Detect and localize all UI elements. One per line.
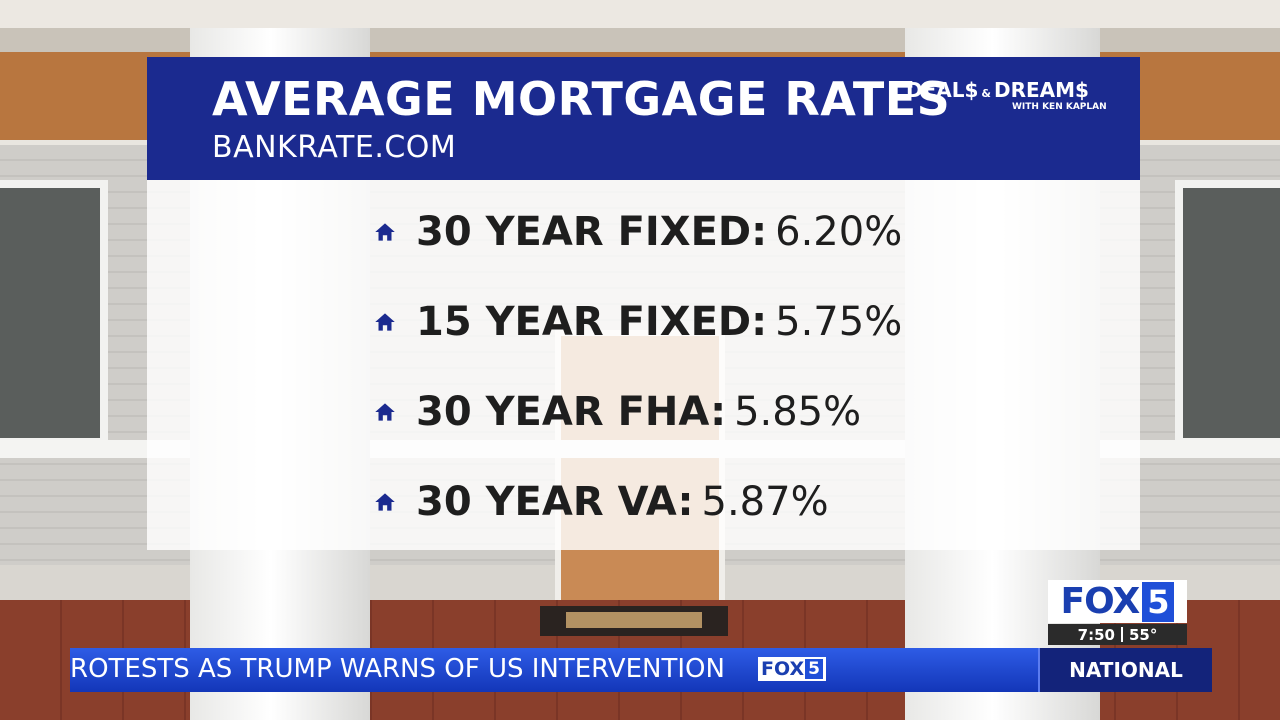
house-shape (375, 493, 395, 511)
ticker-logo-number: 5 (805, 659, 823, 679)
temperature: 55° (1128, 625, 1158, 644)
station-bug: FOX 5 (1048, 580, 1187, 623)
background-mat (566, 612, 702, 628)
logo-host: WITH KEN KAPLAN (1012, 102, 1107, 112)
logo-text: DEAL$ (906, 78, 979, 102)
house-icon (375, 403, 395, 421)
background-window (1175, 180, 1280, 446)
background-window (0, 180, 108, 446)
rate-row: 30 YEAR FIXED: 6.20% (372, 202, 902, 262)
ticker-logo: FOX 5 (758, 657, 826, 681)
rate-label: 15 YEAR FIXED: (416, 299, 768, 345)
ticker-section: NATIONAL (1038, 648, 1212, 692)
house-shape (375, 223, 395, 241)
rate-value: 5.85% (734, 389, 862, 435)
house-icon (375, 223, 395, 241)
rate-value: 5.87% (701, 479, 829, 525)
header-box (147, 57, 1140, 180)
house-icon (375, 313, 395, 331)
house-shape (375, 403, 395, 421)
rate-row: 30 YEAR VA: 5.87% (372, 472, 829, 532)
house-icon (375, 493, 395, 511)
ticker-logo-station: FOX (761, 658, 805, 680)
rate-value: 6.20% (775, 209, 903, 255)
rate-row: 30 YEAR FHA: 5.85% (372, 382, 861, 442)
logo-text: DREAM$ (994, 78, 1089, 102)
time: 7:50 (1077, 625, 1115, 644)
logo-text: & (981, 87, 991, 100)
rates-panel (147, 180, 1140, 550)
rate-label: 30 YEAR FHA: (416, 389, 727, 435)
house-shape (375, 313, 395, 331)
bug-station: FOX (1060, 581, 1141, 622)
bug-number: 5 (1142, 581, 1175, 622)
rate-row: 15 YEAR FIXED: 5.75% (372, 292, 902, 352)
time-bar: 7:50 55° (1048, 624, 1187, 645)
separator (1120, 627, 1123, 642)
show-logo: DEAL$ & DREAM$ WITH KEN KAPLAN (906, 78, 1107, 112)
subtitle: BANKRATE.COM (212, 130, 457, 165)
rate-label: 30 YEAR VA: (416, 479, 694, 525)
ticker-bar: ROTESTS AS TRUMP WARNS OF US INTERVENTIO… (70, 648, 1038, 692)
ticker-headline: ROTESTS AS TRUMP WARNS OF US INTERVENTIO… (70, 654, 725, 684)
rate-label: 30 YEAR FIXED: (416, 209, 768, 255)
rate-value: 5.75% (775, 299, 903, 345)
title: AVERAGE MORTGAGE RATES (212, 72, 951, 126)
